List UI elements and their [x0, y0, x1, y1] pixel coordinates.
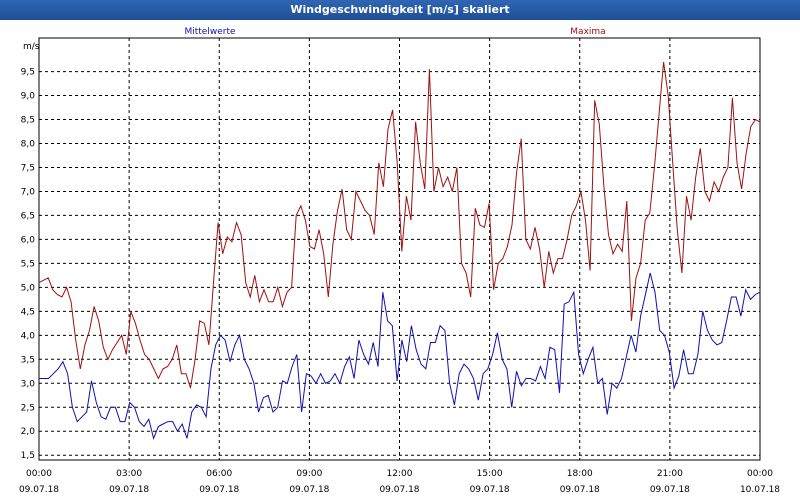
- y-tick-label: 7,5: [21, 163, 35, 173]
- x-tick-date-label: 09.07.18: [470, 485, 510, 495]
- max-series-line: [38, 61, 761, 389]
- x-tick-date-label: 09.07.18: [199, 485, 239, 495]
- y-tick-label: 9,5: [21, 68, 35, 78]
- window-title: Windgeschwindigkeit [m/s] skaliert: [0, 0, 800, 20]
- y-tick-label: 9,0: [21, 92, 36, 102]
- legend-mean: Mittelwerte: [184, 27, 235, 37]
- y-tick-label: 1,5: [21, 451, 35, 461]
- x-tick-time-label: 09:00: [296, 469, 322, 479]
- x-tick-time-label: 18:00: [567, 469, 593, 479]
- x-tick-time-label: 00:00: [26, 469, 52, 479]
- y-tick-label: 8,0: [21, 140, 36, 150]
- y-axis-unit-label: m/s: [23, 42, 40, 52]
- y-tick-label: 7,0: [21, 187, 36, 197]
- y-tick-label: 2,5: [21, 403, 35, 413]
- x-tick-date-label: 10.07.18: [740, 485, 780, 495]
- y-tick-label: 3,0: [21, 379, 36, 389]
- x-tick-time-label: 21:00: [657, 469, 683, 479]
- x-tick-date-label: 09.07.18: [289, 485, 329, 495]
- y-tick-label: 4,0: [21, 331, 36, 341]
- x-tick-date-label: 09.07.18: [19, 485, 59, 495]
- y-tick-label: 2,0: [21, 427, 36, 437]
- x-tick-date-label: 09.07.18: [109, 485, 149, 495]
- y-tick-label: 3,5: [21, 355, 35, 365]
- x-tick-date-label: 09.07.18: [560, 485, 600, 495]
- y-tick-label: 6,0: [21, 235, 36, 245]
- y-tick-label: 6,5: [21, 211, 35, 221]
- legend-max: Maxima: [570, 27, 605, 37]
- x-tick-time-label: 12:00: [387, 469, 413, 479]
- mean-series-line: [39, 272, 761, 441]
- x-tick-date-label: 09.07.18: [379, 485, 419, 495]
- x-tick-time-label: 03:00: [116, 469, 142, 479]
- y-tick-label: 4,5: [21, 307, 35, 317]
- x-tick-time-label: 00:00: [747, 469, 773, 479]
- y-tick-label: 5,0: [21, 283, 36, 293]
- x-tick-time-label: 06:00: [206, 469, 232, 479]
- x-tick-time-label: 15:00: [477, 469, 503, 479]
- y-tick-label: 8,5: [21, 116, 35, 126]
- x-tick-date-label: 09.07.18: [650, 485, 690, 495]
- y-tick-label: 5,5: [21, 259, 35, 269]
